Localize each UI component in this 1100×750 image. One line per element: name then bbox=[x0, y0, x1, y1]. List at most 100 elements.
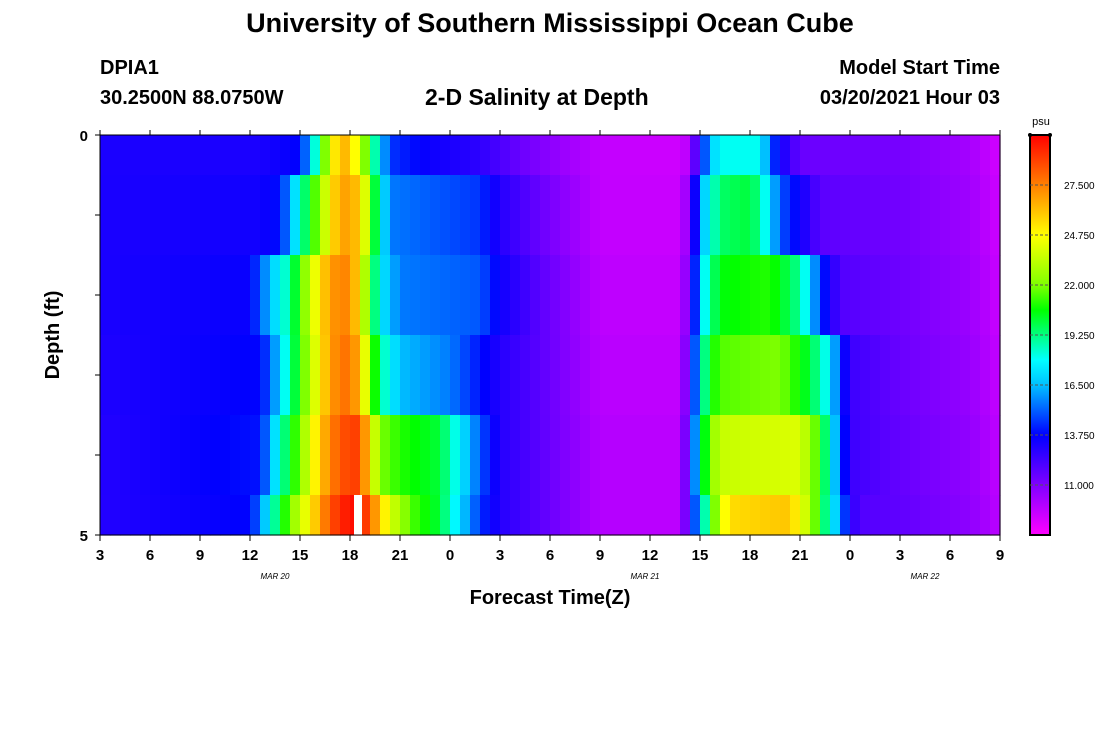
heatmap-cell bbox=[860, 175, 871, 256]
heatmap-cell bbox=[590, 415, 601, 496]
heatmap-cell bbox=[950, 335, 961, 416]
heatmap-cell bbox=[300, 255, 311, 336]
heatmap-cell bbox=[430, 335, 441, 416]
heatmap-cell bbox=[500, 175, 511, 256]
heatmap-cell bbox=[540, 135, 551, 176]
heatmap-cell bbox=[620, 335, 631, 416]
heatmap-cell bbox=[370, 135, 381, 176]
heatmap-cell bbox=[270, 255, 281, 336]
heatmap-cell bbox=[150, 255, 161, 336]
heatmap-cell bbox=[140, 175, 151, 256]
heatmap-cell bbox=[940, 175, 951, 256]
heatmap-cell bbox=[420, 135, 431, 176]
heatmap-cell bbox=[770, 495, 781, 536]
heatmap-cell bbox=[440, 495, 451, 536]
heatmap-cell bbox=[670, 175, 681, 256]
heatmap-cell bbox=[460, 495, 471, 536]
heatmap-cell bbox=[180, 495, 191, 536]
heatmap-cell bbox=[600, 495, 611, 536]
heatmap-cell bbox=[760, 175, 771, 256]
heatmap-cell bbox=[920, 255, 931, 336]
heatmap-cell bbox=[870, 255, 881, 336]
heatmap-cell bbox=[430, 255, 441, 336]
heatmap-cell bbox=[200, 415, 211, 496]
heatmap-cell bbox=[870, 495, 881, 536]
heatmap-cell bbox=[730, 175, 741, 256]
heatmap-cell bbox=[290, 335, 301, 416]
heatmap-cell bbox=[710, 255, 721, 336]
heatmap-cell bbox=[900, 415, 911, 496]
heatmap-cell bbox=[520, 415, 531, 496]
heatmap-cell bbox=[170, 135, 181, 176]
heatmap-cell bbox=[870, 335, 881, 416]
heatmap-cell bbox=[470, 175, 481, 256]
heatmap-cell bbox=[750, 135, 761, 176]
colorbar: 27.500 24.750 22.000 19.250 16.500 13.750 11.0… bbox=[1028, 133, 1095, 536]
heatmap-cell bbox=[510, 415, 521, 496]
heatmap-cell bbox=[650, 415, 661, 496]
heatmap-cell bbox=[170, 175, 181, 256]
heatmap-cell bbox=[890, 415, 901, 496]
heatmap-cell bbox=[840, 335, 851, 416]
heatmap-cell bbox=[650, 135, 661, 176]
heatmap-cell bbox=[440, 255, 451, 336]
heatmap-cell bbox=[610, 135, 621, 176]
x-tick-label: 12 bbox=[242, 547, 259, 564]
heatmap-cell bbox=[880, 335, 891, 416]
heatmap-cell bbox=[620, 135, 631, 176]
heatmap-cell bbox=[240, 175, 251, 256]
heatmap-cell bbox=[960, 335, 971, 416]
heatmap-cell bbox=[820, 335, 831, 416]
heatmap-cell bbox=[240, 495, 251, 536]
heatmap-cell bbox=[760, 415, 771, 496]
heatmap-cell bbox=[910, 135, 921, 176]
heatmap-cell bbox=[460, 135, 471, 176]
heatmap-cell bbox=[630, 135, 641, 176]
heatmap-cell bbox=[750, 335, 761, 416]
heatmap-cell bbox=[500, 255, 511, 336]
heatmap-cell bbox=[250, 335, 261, 416]
heatmap-cell bbox=[780, 135, 791, 176]
heatmap-cell bbox=[480, 255, 491, 336]
heatmap-cell bbox=[950, 495, 961, 536]
heatmap-cell bbox=[640, 335, 651, 416]
heatmap-cell bbox=[690, 175, 701, 256]
heatmap-cell bbox=[940, 255, 951, 336]
x-axis: 3 6 9 12 15 18 21 0 3 6 9 12 15 18 21 0 3 6 9 bbox=[96, 130, 1004, 564]
model-start-label: Model Start Time bbox=[839, 57, 1000, 79]
heatmap-cell bbox=[140, 135, 151, 176]
heatmap-cell bbox=[900, 255, 911, 336]
heatmap-cell bbox=[860, 495, 871, 536]
x-tick-label: 12 bbox=[642, 547, 659, 564]
heatmap-cell bbox=[700, 255, 711, 336]
heatmap-cell bbox=[790, 495, 801, 536]
heatmap-cell bbox=[400, 415, 411, 496]
model-start-time: 03/20/2021 Hour 03 bbox=[819, 87, 1000, 109]
heatmap-cell bbox=[720, 495, 731, 536]
heatmap-cell bbox=[410, 495, 421, 536]
heatmap-cell bbox=[800, 175, 811, 256]
heatmap-cell bbox=[120, 495, 131, 536]
colorbar-tick-label: 22.000 bbox=[1064, 281, 1095, 292]
heatmap-cell bbox=[580, 495, 591, 536]
heatmap-cell bbox=[960, 135, 971, 176]
heatmap-cell bbox=[700, 335, 711, 416]
heatmap-cell bbox=[910, 495, 921, 536]
heatmap-cell bbox=[520, 255, 531, 336]
heatmap-cell bbox=[960, 175, 971, 256]
heatmap-cell bbox=[400, 335, 411, 416]
heatmap-cell bbox=[230, 175, 241, 256]
heatmap-cell bbox=[620, 415, 631, 496]
heatmap-cell bbox=[310, 415, 321, 496]
heatmap-cell bbox=[440, 175, 451, 256]
heatmap-cell bbox=[600, 255, 611, 336]
heatmap-cell bbox=[870, 135, 881, 176]
heatmap-cell bbox=[260, 175, 271, 256]
heatmap-cell bbox=[520, 495, 531, 536]
heatmap-cell bbox=[270, 175, 281, 256]
heatmap-cell bbox=[610, 255, 621, 336]
heatmap-cell bbox=[350, 255, 361, 336]
heatmap-cell bbox=[970, 495, 981, 536]
heatmap-cell bbox=[240, 135, 251, 176]
heatmap-cell bbox=[810, 495, 821, 536]
